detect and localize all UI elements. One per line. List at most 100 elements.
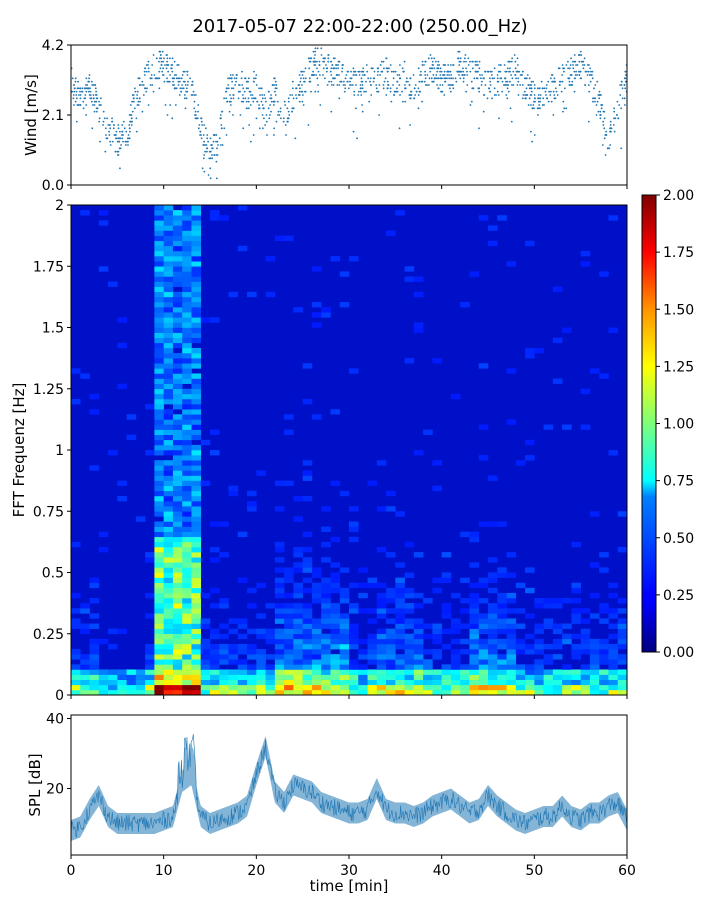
wind-point (173, 74, 176, 76)
wind-point (365, 80, 367, 83)
wind-point (115, 137, 117, 140)
heatmap-cell (321, 679, 331, 686)
heatmap-cell (515, 664, 526, 670)
heatmap-cell (182, 261, 192, 267)
wind-point (310, 90, 312, 93)
heatmap-cell (191, 623, 202, 629)
wind-point (102, 110, 105, 113)
heatmap-cell (497, 638, 507, 645)
heatmap-cell (478, 649, 489, 655)
heatmap-cell (191, 230, 202, 236)
heatmap-cell (182, 669, 192, 675)
heatmap-cell (488, 628, 498, 635)
heatmap-cell (191, 388, 202, 395)
wind-point (229, 94, 231, 96)
heatmap-cell (543, 618, 554, 624)
heatmap-cell (182, 434, 192, 441)
heatmap-cell (163, 465, 174, 471)
heatmap-cell (339, 674, 350, 680)
heatmap-cell (293, 608, 303, 614)
heatmap-cell (154, 266, 164, 272)
wind-point (287, 117, 290, 120)
wind-point (84, 97, 87, 100)
heatmap-cell (265, 674, 276, 680)
heatmap-cell (172, 684, 183, 691)
heatmap-cell (311, 633, 322, 640)
wind-point (417, 94, 420, 96)
heatmap-cell (293, 562, 303, 568)
heatmap-cell (237, 679, 248, 686)
heatmap-cell (182, 414, 192, 420)
heatmap-cell (182, 419, 192, 425)
heatmap-cell (543, 689, 554, 696)
heatmap-cell (237, 664, 248, 670)
heatmap-cell (413, 628, 424, 635)
heatmap-cell (191, 664, 202, 670)
heatmap-cell (191, 271, 202, 277)
heatmap-cell (506, 261, 517, 267)
wind-point (429, 54, 432, 56)
heatmap-cell (386, 598, 396, 604)
heatmap-cell (182, 516, 192, 522)
heatmap-cell (154, 205, 164, 211)
heatmap-cell (506, 669, 517, 675)
heatmap-cell (154, 511, 164, 517)
spl-y-label: SPL [dB] (26, 753, 44, 816)
wind-point (162, 67, 165, 70)
wind-point (539, 100, 542, 103)
heatmap-cell (534, 689, 544, 696)
wind-point (512, 84, 515, 86)
heatmap-cell (302, 669, 313, 675)
wind-point (458, 74, 460, 76)
heatmap-cell (395, 210, 405, 216)
heatmap-cell (441, 572, 452, 578)
heatmap-cell (395, 638, 405, 645)
wind-point (196, 117, 199, 120)
x-tick-label: 50 (525, 863, 543, 879)
heatmap-cell (172, 603, 183, 609)
wind-point (242, 87, 245, 90)
heatmap-cell (552, 337, 563, 344)
heatmap-cell (404, 541, 415, 548)
heatmap-cell (172, 266, 183, 272)
wind-point (602, 120, 605, 123)
heatmap-cell (256, 669, 266, 675)
heatmap-cell (552, 669, 563, 675)
wind-point (550, 100, 553, 103)
heatmap-cell (154, 398, 164, 405)
heatmap-cell (191, 281, 202, 287)
wind-point (93, 100, 96, 103)
wind-point (330, 110, 333, 113)
wind-point (560, 90, 563, 93)
wind-point (300, 70, 303, 73)
wind-point (509, 60, 511, 63)
heatmap-cell (478, 577, 489, 584)
heatmap-cell (191, 526, 202, 532)
heatmap-cell (163, 240, 174, 247)
wind-point (174, 104, 177, 106)
wind-point (377, 90, 380, 93)
heatmap-cell (145, 674, 155, 680)
wind-point (537, 94, 540, 96)
wind-point (73, 84, 75, 86)
heatmap-cell (191, 587, 202, 594)
wind-point (580, 54, 583, 56)
heatmap-cell (154, 649, 164, 655)
heatmap-cell (237, 633, 248, 640)
heatmap-cell (302, 664, 313, 670)
heatmap-cell (191, 424, 202, 430)
heatmap-cell (293, 552, 303, 558)
wind-point (518, 70, 521, 73)
heatmap-cell (71, 664, 81, 670)
heatmap-cell (321, 577, 331, 584)
heatmap-cell (339, 684, 350, 691)
heatmap-cell (339, 649, 350, 655)
wind-point (358, 74, 361, 76)
wind-point (552, 90, 555, 93)
heatmap-cell (376, 628, 387, 635)
heatmap-cell (191, 266, 202, 272)
heatmap-cell (497, 613, 507, 619)
wind-point (551, 80, 554, 83)
wind-point (266, 134, 268, 136)
wind-point (599, 117, 602, 120)
